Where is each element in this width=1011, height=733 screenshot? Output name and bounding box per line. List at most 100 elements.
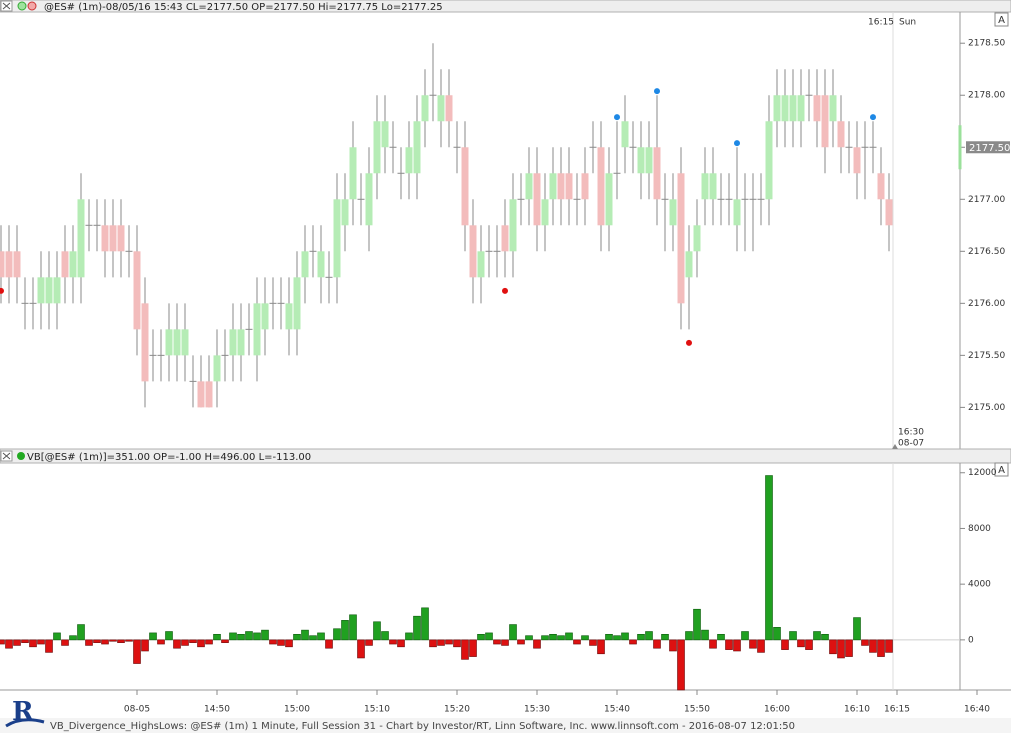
high-markers	[734, 140, 740, 147]
bar	[517, 639, 525, 645]
bar	[229, 632, 237, 641]
bar	[693, 608, 701, 641]
x-tick-label: 14:50	[204, 705, 230, 715]
candle-body	[373, 121, 381, 174]
bar	[853, 617, 861, 641]
bar	[189, 639, 197, 643]
x-tick-label: 16:00	[764, 705, 790, 715]
logo-swoosh	[5, 718, 45, 728]
bar	[661, 633, 669, 641]
bar	[5, 639, 13, 649]
bar	[581, 635, 589, 641]
bar	[221, 639, 229, 643]
candle-body	[549, 173, 557, 200]
autoscale-button[interactable]	[994, 12, 1009, 27]
status-dot[interactable]	[17, 1, 27, 11]
footer-text: VB_Divergence_HighsLows: @ES# (1m) 1 Min…	[50, 721, 795, 732]
bar	[829, 639, 837, 655]
bar	[125, 639, 133, 642]
bar	[149, 632, 157, 641]
session-marker	[892, 444, 898, 449]
bar	[469, 639, 477, 657]
candle-body	[5, 251, 13, 278]
candle-body	[637, 147, 645, 174]
bar	[325, 639, 333, 649]
x-tick-label: 15:00	[284, 705, 310, 715]
candle-body	[885, 199, 893, 226]
candle-body	[333, 199, 341, 278]
footer-bar	[0, 718, 1011, 733]
bar	[805, 639, 813, 650]
high-markers	[614, 114, 620, 121]
x-tick-label: 15:40	[604, 705, 630, 715]
x-tick-label: 16:40	[964, 705, 990, 715]
bar	[757, 639, 765, 653]
y-tick-label: 2177.00	[968, 195, 1005, 205]
last-price-box	[966, 141, 1010, 154]
bar	[741, 631, 749, 641]
price-header: @ES# (1m)-08/05/16 15:43 CL=2177.50 OP=2…	[44, 2, 443, 13]
bar	[277, 639, 285, 646]
candle-body	[109, 225, 117, 252]
bar	[29, 639, 37, 648]
candle-body	[685, 251, 693, 278]
x-tick-label: 15:50	[684, 705, 710, 715]
candle-body	[53, 277, 61, 304]
annotation: 16:15	[868, 18, 894, 28]
candle-body	[477, 251, 485, 278]
candle-body	[509, 199, 517, 252]
candle-body	[77, 199, 85, 278]
bar	[869, 639, 877, 653]
candle-body	[261, 303, 269, 330]
bar	[293, 633, 301, 641]
y-tick-label: 0	[968, 635, 974, 645]
bar	[269, 639, 277, 645]
bar	[885, 639, 893, 653]
candle-body	[645, 147, 653, 174]
candle-body	[237, 329, 245, 356]
candle-body	[525, 173, 533, 200]
x-tick-label: 15:20	[444, 705, 470, 715]
candle-body	[421, 95, 429, 122]
bar	[117, 639, 125, 643]
bar	[181, 639, 189, 646]
bar	[253, 632, 261, 641]
candle-body	[581, 173, 589, 200]
candle-body	[597, 147, 605, 226]
candle-body	[293, 277, 301, 330]
candle-body	[0, 251, 5, 278]
candle-body	[213, 355, 221, 382]
candle-body	[405, 147, 413, 174]
bar	[245, 631, 253, 641]
bar	[773, 627, 781, 641]
last-price-label: 2177.50	[969, 143, 1010, 154]
autoscale-button[interactable]	[994, 462, 1009, 477]
bar	[45, 639, 53, 653]
bar	[101, 639, 109, 645]
candle-body	[165, 329, 173, 356]
candle-body	[557, 173, 565, 200]
y-tick-label: 2178.00	[968, 91, 1005, 101]
bar	[765, 475, 773, 641]
y-tick-label: 2175.00	[968, 403, 1005, 413]
y-tick-label: 12000	[968, 468, 997, 478]
status-dot[interactable]	[17, 452, 25, 460]
bar	[93, 639, 101, 643]
candle-body	[285, 303, 293, 330]
bar	[381, 631, 389, 641]
bar	[637, 633, 645, 641]
bar	[85, 639, 93, 646]
candle-body	[541, 199, 549, 226]
bar	[669, 639, 677, 652]
bar	[213, 633, 221, 641]
bar	[597, 639, 605, 655]
bar	[237, 633, 245, 641]
status-dot[interactable]	[27, 1, 37, 11]
candle-body	[173, 329, 181, 356]
close-icon	[2, 452, 11, 460]
bar	[541, 635, 549, 641]
candle-body	[445, 95, 453, 122]
candle-body	[349, 147, 357, 200]
candle-body	[45, 277, 53, 304]
